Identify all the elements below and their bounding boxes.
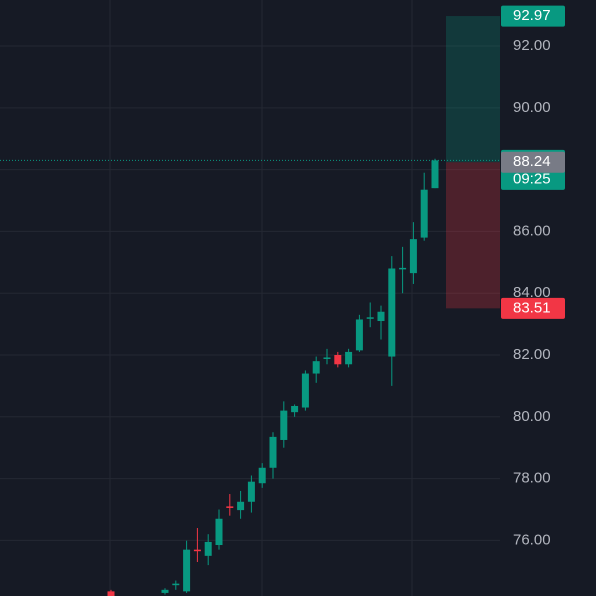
candle-body: [237, 501, 245, 511]
candle-body: [291, 405, 299, 413]
candle-body: [193, 549, 201, 552]
stop-label: 83.51: [513, 299, 551, 316]
y-tick-label: 76.00: [513, 531, 551, 548]
target-label: 92.97: [513, 7, 551, 24]
candle-body: [334, 355, 342, 365]
stop-tag: [501, 297, 565, 319]
candle-body: [280, 410, 288, 440]
candle-body: [409, 239, 417, 274]
entry-label: 88.24: [513, 153, 551, 170]
candle-body: [161, 589, 169, 593]
candle-body: [345, 351, 353, 365]
y-tick-label: 90.00: [513, 99, 551, 116]
candle-body: [323, 357, 331, 359]
candle-body: [399, 267, 407, 270]
target-zone: [446, 16, 500, 163]
candle-body: [172, 583, 180, 586]
candle-body: [377, 311, 385, 322]
candle-body: [269, 436, 277, 468]
candle-body: [431, 160, 439, 189]
entry-tag: [501, 151, 565, 173]
target-tag: [501, 5, 565, 27]
y-tick-label: 86.00: [513, 222, 551, 239]
candle-body: [226, 506, 234, 508]
stop-zone: [446, 162, 500, 309]
candle-body: [204, 541, 212, 556]
candle-body: [366, 317, 374, 319]
candle-body: [183, 549, 191, 592]
y-tick-label: 84.00: [513, 284, 551, 301]
candle-body: [107, 591, 115, 596]
candle-body: [247, 481, 255, 502]
y-tick-label: 80.00: [513, 408, 551, 425]
candle-body: [258, 467, 266, 484]
countdown: 09:25: [513, 170, 551, 187]
candle-body: [301, 373, 309, 408]
y-tick-label: 82.00: [513, 346, 551, 363]
y-tick-label: 78.00: [513, 470, 551, 487]
candle-body: [388, 268, 396, 357]
candle-body: [215, 518, 223, 546]
candle-body: [420, 189, 428, 238]
candle-body: [312, 361, 320, 374]
y-tick-label: 92.00: [513, 37, 551, 54]
candle-body: [355, 319, 363, 351]
